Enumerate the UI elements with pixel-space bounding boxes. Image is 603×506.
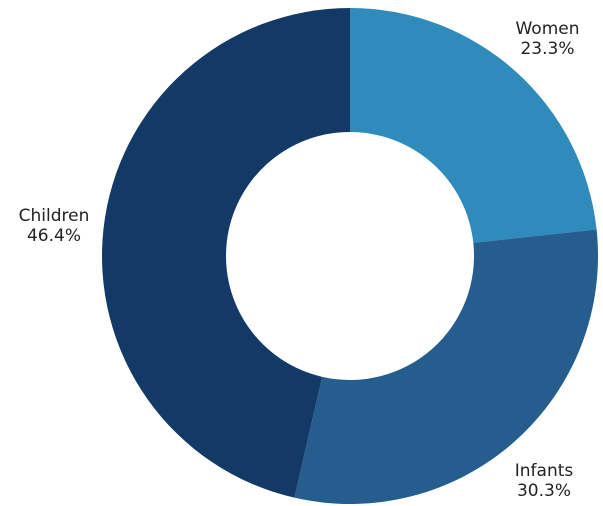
slice-label-women: Women 23.3% — [505, 19, 590, 59]
donut-slice-children — [101, 8, 350, 498]
slice-value-children: 46.4% — [26, 226, 81, 246]
slice-category-infants: Infants — [514, 461, 574, 481]
slice-label-children: Children 46.4% — [5, 206, 103, 246]
slice-value-women: 23.3% — [520, 39, 575, 59]
slice-category-children: Children — [18, 206, 90, 226]
donut-slice-women — [350, 8, 597, 243]
slice-category-women: Women — [515, 19, 580, 39]
slice-value-infants: 30.3% — [516, 481, 571, 501]
donut-slice-infants — [294, 229, 598, 505]
slice-label-infants: Infants 30.3% — [500, 461, 588, 501]
